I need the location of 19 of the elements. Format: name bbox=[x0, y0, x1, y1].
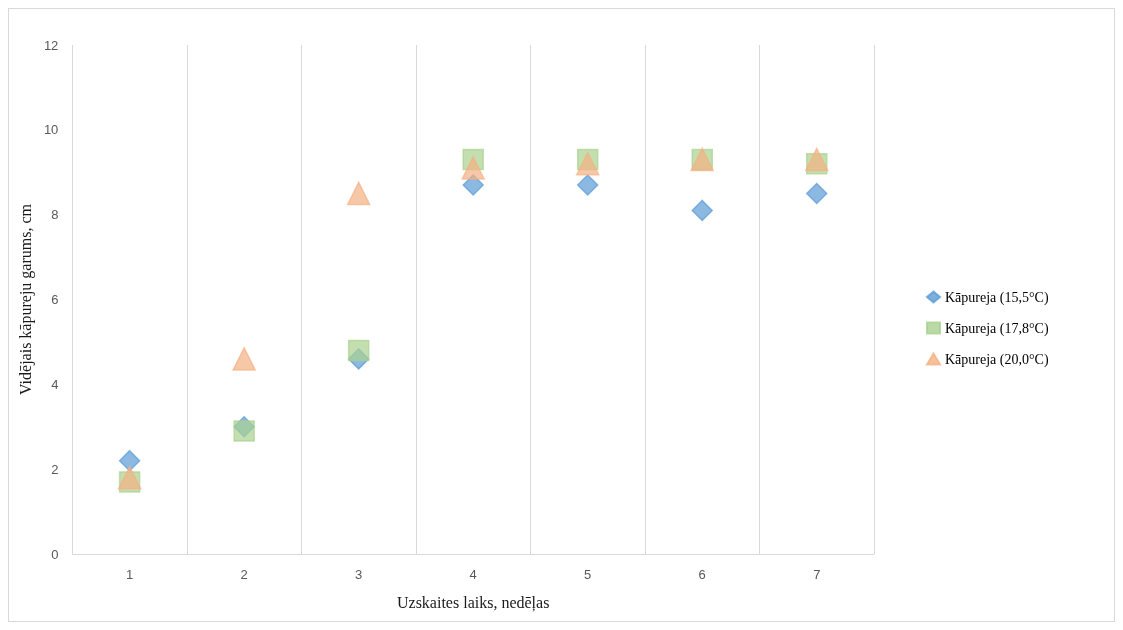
y-axis-title: Vidējais kāpureju garums, cm bbox=[16, 203, 35, 395]
x-tick-label: 4 bbox=[469, 567, 477, 582]
y-tick-label: 0 bbox=[51, 546, 59, 562]
x-tick-label: 2 bbox=[240, 567, 248, 582]
x-tick-label: 5 bbox=[584, 567, 592, 582]
x-tick-label: 3 bbox=[355, 567, 363, 582]
y-tick-label: 2 bbox=[51, 461, 59, 477]
y-tick-label: 10 bbox=[43, 122, 59, 138]
legend-label: Kāpureja (15,5°C) bbox=[945, 289, 1049, 306]
y-tick-label: 4 bbox=[51, 376, 59, 392]
legend-label: Kāpureja (20,0°C) bbox=[945, 351, 1049, 368]
x-tick-label: 1 bbox=[126, 567, 134, 582]
legend-label: Kāpureja (17,8°C) bbox=[945, 320, 1049, 337]
x-axis-title: Uzskaites laiks, nedēļas bbox=[396, 593, 550, 612]
x-tick-label: 6 bbox=[698, 567, 706, 582]
y-tick-label: 8 bbox=[51, 207, 59, 223]
y-tick-label: 6 bbox=[51, 292, 59, 307]
x-tick-label: 7 bbox=[813, 567, 821, 582]
y-tick-label: 12 bbox=[43, 37, 59, 53]
